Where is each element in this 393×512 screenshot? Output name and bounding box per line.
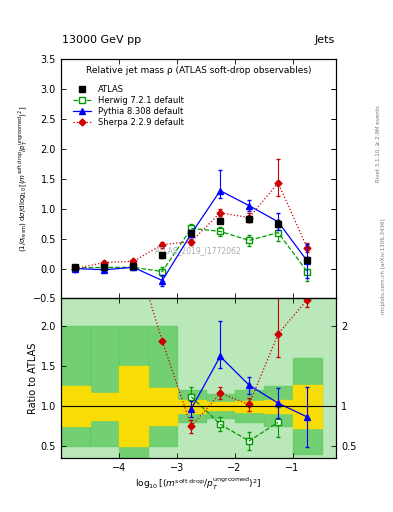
- Y-axis label: $(1/\sigma_{\rm resm})\ \mathrm{d}\sigma/\mathrm{d}\log_{10}[(m^{\rm soft\ drop}: $(1/\sigma_{\rm resm})\ \mathrm{d}\sigma…: [16, 105, 30, 252]
- Legend: ATLAS, Herwig 7.2.1 default, Pythia 8.308 default, Sherpa 2.2.9 default: ATLAS, Herwig 7.2.1 default, Pythia 8.30…: [70, 81, 187, 130]
- X-axis label: $\log_{10}[(m^{\rm soft\ drop}/p_T^{\rm ungroomed})^2]$: $\log_{10}[(m^{\rm soft\ drop}/p_T^{\rm …: [135, 476, 262, 492]
- Y-axis label: Ratio to ATLAS: Ratio to ATLAS: [28, 343, 38, 414]
- Text: Relative jet mass ρ (ATLAS soft-drop observables): Relative jet mass ρ (ATLAS soft-drop obs…: [86, 66, 311, 75]
- Text: mcplots.cern.ch [arXiv:1306.3436]: mcplots.cern.ch [arXiv:1306.3436]: [381, 219, 386, 314]
- Text: 13000 GeV pp: 13000 GeV pp: [62, 35, 141, 45]
- Text: Jets: Jets: [314, 35, 335, 45]
- Text: ATLAS_2019_I1772062: ATLAS_2019_I1772062: [155, 246, 242, 255]
- Text: Rivet 3.1.10, ≥ 2.9M events: Rivet 3.1.10, ≥ 2.9M events: [376, 105, 380, 182]
